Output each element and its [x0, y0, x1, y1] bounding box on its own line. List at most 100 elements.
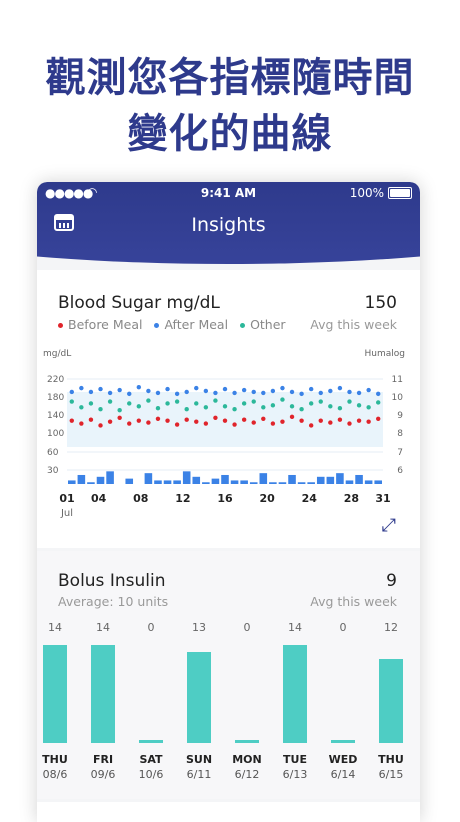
before-meal-point [213, 415, 218, 421]
bolus-date-label: 6/14 [331, 768, 356, 781]
other-point [117, 407, 122, 413]
after-meal-point [146, 388, 151, 394]
before-meal-point [88, 417, 94, 422]
x-tick-label: 20 [259, 492, 275, 505]
insulin-bar [249, 482, 258, 484]
before-meal-point [194, 419, 199, 424]
other-point [289, 404, 295, 409]
before-meal-point [107, 419, 113, 424]
left-tick-label: 30 [47, 466, 59, 476]
other-point [107, 399, 113, 404]
other-point [88, 401, 94, 406]
after-meal-point [98, 386, 103, 392]
after-meal-point [299, 391, 304, 397]
insulin-bar [192, 476, 201, 484]
bolus-day-label: WED [329, 753, 358, 766]
page-title: Insights [191, 214, 266, 236]
bolus-value-label: 0 [148, 621, 155, 634]
other-point [366, 405, 371, 410]
other-point [328, 404, 333, 409]
after-meal-point [127, 391, 132, 397]
insulin-bar [326, 476, 335, 484]
after-meal-point [155, 390, 161, 396]
right-tick-label: 11 [392, 375, 403, 385]
left-tick-label: 180 [47, 393, 64, 403]
before-meal-point [337, 417, 343, 422]
insulin-bar [96, 476, 105, 484]
before-meal-point [308, 423, 314, 428]
bolus-value-label: 14 [48, 621, 62, 634]
bolus-bar [283, 645, 307, 743]
after-meal-point [165, 386, 170, 392]
after-meal-point [241, 387, 247, 393]
before-meal-point [241, 417, 247, 422]
before-meal-point [127, 421, 132, 426]
before-meal-point [155, 416, 161, 421]
insulin-bar [202, 482, 210, 484]
insulin-bar [125, 478, 134, 484]
before-meal-point [232, 422, 237, 427]
after-meal-point [261, 390, 266, 396]
other-point [136, 404, 142, 409]
other-point [98, 406, 103, 412]
promo-headline: 觀測您各指標隨時間 變化的曲線 [0, 50, 460, 162]
battery-icon [388, 187, 412, 199]
other-point [194, 401, 199, 406]
bolus-caption: Avg this week [310, 594, 397, 609]
bolus-date-label: 6/12 [235, 768, 260, 781]
before-meal-point [203, 421, 209, 426]
after-meal-point [270, 388, 276, 394]
after-meal-point [194, 385, 199, 391]
right-tick-label: 6 [397, 466, 403, 476]
expand-icon[interactable]: ⤢ [381, 515, 396, 536]
after-meal-point [174, 391, 180, 397]
left-tick-label: 220 [47, 375, 64, 385]
bolus-date-label: 6/15 [379, 768, 404, 781]
x-tick-label: 08 [133, 492, 148, 505]
after-meal-point [308, 386, 314, 392]
legend-after-meal: After Meal [154, 317, 228, 332]
insulin-bar [364, 480, 373, 484]
bolus-date-label: 6/11 [187, 768, 212, 781]
right-tick-label: 9 [397, 411, 403, 421]
insulin-bar [173, 480, 181, 484]
insulin-bar [240, 480, 248, 484]
before-meal-point [222, 418, 228, 423]
insulin-bar [355, 474, 363, 484]
other-point [280, 397, 285, 402]
other-point [299, 406, 304, 412]
insulin-bar [106, 471, 114, 484]
battery-percent: 100% [349, 186, 384, 200]
bolus-day-label: THU [42, 753, 68, 766]
bolus-average: Average: 10 units [58, 594, 169, 609]
after-meal-point [356, 390, 362, 396]
bolus-insulin-card[interactable]: Bolus Insulin 9 Avg this week Average: 1… [37, 551, 420, 799]
other-point [251, 399, 256, 404]
bolus-date-label: 10/6 [139, 768, 164, 781]
status-time: 9:41 AM [200, 186, 257, 200]
x-tick-label: 12 [175, 492, 190, 505]
bolus-value-label: 0 [340, 621, 347, 634]
before-meal-point [328, 420, 333, 425]
right-tick-label: 7 [397, 448, 403, 458]
insulin-bar [77, 474, 86, 484]
x-tick-label: 28 [344, 492, 359, 505]
blood-sugar-caption: Avg this week [310, 317, 397, 332]
signal-icon: ●●●●● [45, 186, 93, 200]
after-meal-point [318, 390, 323, 396]
wifi-icon: ◠ [87, 185, 98, 199]
insulin-bar [297, 482, 306, 484]
insulin-bar [68, 480, 76, 484]
blood-sugar-card[interactable]: Blood Sugar mg/dL 150 Avg this week Befo… [37, 270, 420, 548]
before-meal-point [299, 418, 304, 423]
bolus-value-label: 13 [192, 621, 206, 634]
before-meal-point [174, 422, 180, 427]
calendar-icon[interactable] [54, 214, 74, 231]
before-meal-point [69, 418, 74, 423]
other-point [356, 403, 362, 408]
bolus-bar [379, 659, 403, 743]
after-meal-point [88, 389, 94, 395]
insulin-bar [259, 473, 268, 484]
before-meal-point [318, 418, 323, 423]
before-meal-point [261, 416, 266, 421]
